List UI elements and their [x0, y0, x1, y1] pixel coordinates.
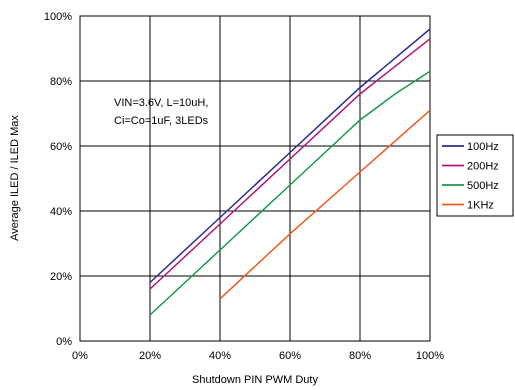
- x-tick-label: 40%: [209, 350, 231, 362]
- legend-label-200hz: 200Hz: [467, 161, 499, 173]
- legend: 100Hz 200Hz 500Hz 1KHz: [436, 134, 514, 217]
- y-tick-label: 100%: [44, 11, 72, 23]
- series-line-200hz: [149, 38, 431, 290]
- legend-label-1khz: 1KHz: [467, 200, 494, 212]
- x-tick-label: 60%: [279, 350, 301, 362]
- x-tick-label: 80%: [349, 350, 371, 362]
- x-tick-label: 100%: [416, 350, 444, 362]
- tick-labels: 0% 20% 40% 60% 80% 100% 0% 20% 40% 60% 80% 100%: [44, 11, 444, 362]
- series-line-1khz: [219, 109, 431, 300]
- plot-area: [79, 15, 431, 342]
- y-tick-label: 40%: [50, 206, 72, 218]
- annotation-line-1: VIN=3.6V, L=10uH,: [114, 97, 208, 109]
- annotation-line-2: Ci=Co=1uF, 3LEDs: [114, 115, 209, 127]
- y-tick-label: 80%: [50, 76, 72, 88]
- y-tick-label: 20%: [50, 271, 72, 283]
- series-line-100hz: [149, 28, 431, 284]
- x-axis-title: Shutdown PIN PWM Duty: [192, 374, 318, 386]
- gridlines: [80, 16, 430, 341]
- legend-label-500hz: 500Hz: [467, 180, 499, 192]
- series-line-500hz: [149, 70, 431, 316]
- x-tick-label: 20%: [139, 350, 161, 362]
- legend-label-100hz: 100Hz: [467, 141, 499, 153]
- legend-box: [436, 134, 514, 217]
- y-axis-title: Average ILED / ILED Max: [9, 115, 21, 241]
- legend-items: 100Hz 200Hz 500Hz 1KHz: [442, 141, 499, 212]
- y-tick-label: 0%: [56, 336, 72, 348]
- series-lines: [149, 28, 431, 316]
- y-tick-label: 60%: [50, 141, 72, 153]
- x-tick-label: 0%: [72, 350, 88, 362]
